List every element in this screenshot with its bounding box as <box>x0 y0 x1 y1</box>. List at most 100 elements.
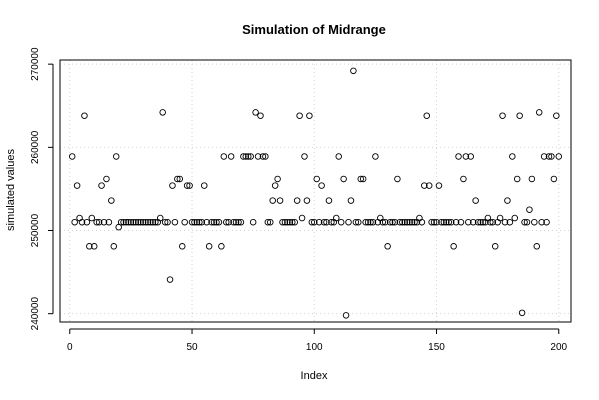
data-point <box>308 218 316 226</box>
data-point <box>423 112 430 119</box>
data-point <box>447 218 455 226</box>
data-point <box>355 218 362 226</box>
y-tick-label: 240000 <box>30 297 41 331</box>
data-point <box>198 218 206 226</box>
data-point <box>281 218 289 226</box>
data-point <box>445 218 453 226</box>
data-point <box>323 218 330 226</box>
data-point <box>357 175 364 183</box>
data-point <box>499 112 506 119</box>
data-point <box>112 153 120 160</box>
data-point <box>289 218 296 226</box>
data-point <box>225 218 232 226</box>
data-point <box>509 153 516 160</box>
data-point <box>406 218 413 226</box>
data-point <box>86 243 93 250</box>
data-point <box>93 218 100 226</box>
data-point <box>396 218 404 226</box>
data-point <box>171 218 179 226</box>
data-point <box>545 153 553 160</box>
x-tick-label: 50 <box>186 342 198 353</box>
data-point <box>115 223 122 231</box>
data-point <box>264 218 272 226</box>
data-point <box>169 182 176 189</box>
data-point <box>311 218 318 226</box>
data-point <box>298 214 306 222</box>
data-point <box>340 175 347 183</box>
data-point <box>450 243 457 250</box>
data-point <box>88 214 96 222</box>
data-point <box>208 218 215 226</box>
data-point <box>98 182 105 189</box>
data-point <box>418 218 426 226</box>
data-point <box>306 112 313 119</box>
data-point <box>443 218 450 226</box>
data-point <box>81 112 88 119</box>
data-point <box>350 67 357 75</box>
data-point <box>191 218 198 226</box>
data-point <box>276 197 284 204</box>
data-point <box>220 153 228 160</box>
data-point <box>491 243 499 250</box>
data-point <box>174 175 181 183</box>
data-point <box>181 218 188 226</box>
data-point <box>144 218 152 226</box>
data-point <box>474 218 482 226</box>
data-point <box>555 153 563 160</box>
y-tick-label: 260000 <box>30 130 41 164</box>
data-point <box>71 218 78 226</box>
data-point <box>120 218 127 226</box>
data-point <box>465 218 472 226</box>
data-point <box>125 218 132 226</box>
data-point <box>164 218 171 226</box>
data-point <box>152 218 159 226</box>
data-point <box>457 218 465 226</box>
data-point <box>379 218 386 226</box>
data-point <box>73 182 81 189</box>
data-point <box>408 218 416 226</box>
data-point <box>438 218 445 226</box>
data-point <box>462 153 470 160</box>
data-point <box>364 218 372 226</box>
data-point <box>477 218 484 226</box>
data-point <box>108 197 115 204</box>
data-point <box>553 112 560 119</box>
data-point <box>337 218 345 226</box>
data-point <box>242 153 250 160</box>
data-point <box>279 218 286 226</box>
data-point <box>137 218 144 226</box>
data-point <box>384 243 391 250</box>
data-point <box>227 153 235 160</box>
data-point <box>469 218 477 226</box>
data-point <box>335 153 342 160</box>
data-point <box>117 218 125 226</box>
data-point <box>496 214 504 222</box>
data-point <box>237 218 245 226</box>
data-point <box>531 218 538 226</box>
data-point <box>489 218 497 226</box>
data-point <box>425 182 433 189</box>
data-point <box>132 218 140 226</box>
data-point <box>528 175 536 183</box>
data-point <box>269 197 276 204</box>
data-point <box>362 218 369 226</box>
data-point <box>435 182 443 189</box>
data-point <box>347 197 355 204</box>
data-point <box>213 218 220 226</box>
data-point <box>176 175 184 183</box>
data-point <box>259 153 267 160</box>
data-point <box>548 153 555 160</box>
data-point <box>296 112 303 119</box>
data-point <box>156 214 164 222</box>
data-point <box>271 182 279 189</box>
y-axis: 240000 250000 260000 270000 <box>30 47 54 331</box>
data-point <box>538 218 545 226</box>
data-points <box>68 67 563 319</box>
data-point <box>218 243 225 250</box>
data-point <box>479 218 487 226</box>
data-point <box>142 218 149 226</box>
data-point <box>511 214 519 222</box>
data-point <box>521 218 528 226</box>
data-point <box>315 218 323 226</box>
